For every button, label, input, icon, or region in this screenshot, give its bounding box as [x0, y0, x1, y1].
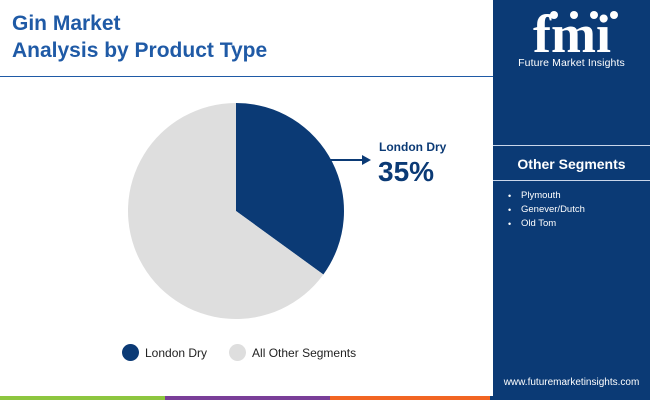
fmi-logo: fmi: [533, 6, 618, 64]
other-segment-item: Old Tom: [505, 217, 585, 231]
pie-slices: [127, 103, 344, 319]
legend-swatch-london-dry: [122, 344, 139, 361]
other-segments-list: Plymouth Genever/Dutch Old Tom: [505, 189, 585, 231]
other-segment-item: Genever/Dutch: [505, 203, 585, 217]
brand-name: Future Market Insights: [518, 57, 625, 69]
legend-item-other-segments: All Other Segments: [229, 344, 356, 361]
sidebar: fmi Future Market Insights Other Segment…: [493, 0, 650, 400]
legend-swatch-other-segments: [229, 344, 247, 361]
sidebar-divider-bottom: [493, 180, 650, 181]
chart-legend: London Dry All Other Segments: [122, 344, 378, 361]
legend-label-other-segments: All Other Segments: [252, 345, 357, 360]
other-segments-heading: Other Segments: [517, 156, 626, 172]
callout-value: 35%: [378, 156, 435, 187]
pie-chart: [127, 103, 371, 319]
pie-slice-all-other-segments: [127, 103, 324, 319]
website-url: www.futuremarketinsights.com: [503, 377, 640, 388]
sidebar-divider-top: [493, 145, 650, 146]
page-title: Gin Market Analysis by Product Type: [12, 10, 267, 64]
title-divider: [0, 76, 493, 77]
title-line-2: Analysis by Product Type: [12, 39, 268, 62]
other-segment-item: Plymouth: [505, 189, 585, 203]
legend-label-london-dry: London Dry: [145, 345, 208, 360]
pie-slice-london-dry: [236, 103, 344, 275]
footer-color-bar: [0, 396, 650, 400]
callout-arrow: [330, 155, 371, 165]
title-line-1: Gin Market: [12, 12, 121, 35]
legend-item-london-dry: London Dry: [122, 344, 207, 361]
callout-label: London Dry: [379, 140, 447, 154]
